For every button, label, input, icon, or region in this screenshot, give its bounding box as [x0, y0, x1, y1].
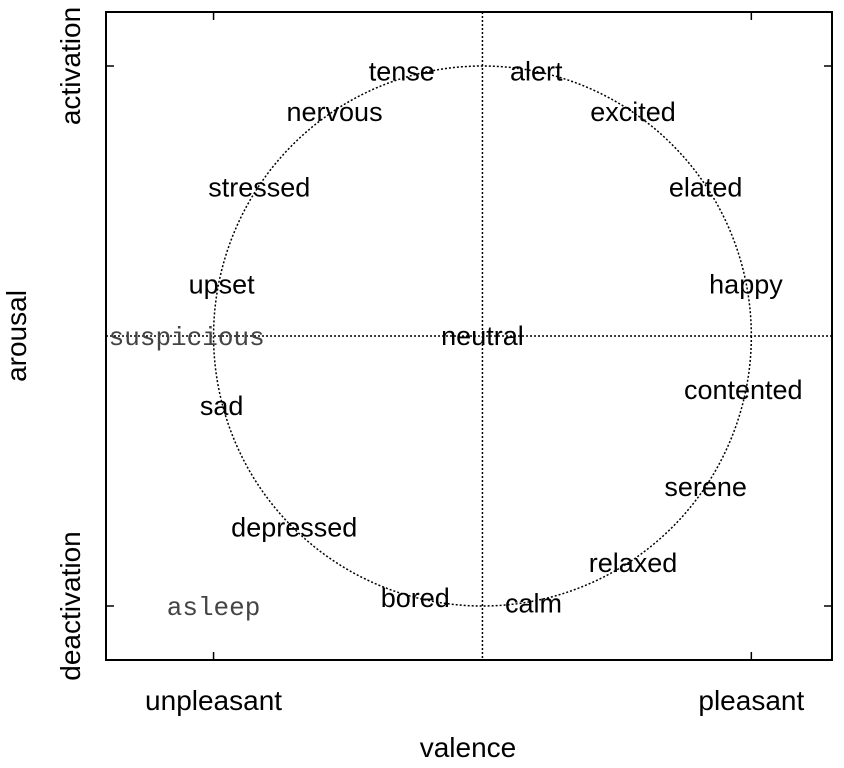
point-label: bored: [381, 583, 450, 613]
point-label: calm: [505, 588, 562, 618]
point-label: neutral: [441, 321, 524, 351]
point-label: tense: [369, 56, 435, 86]
point-label: nervous: [287, 97, 383, 127]
point-label: depressed: [231, 513, 357, 543]
x-axis-label: valence: [420, 732, 517, 763]
point-label: happy: [709, 270, 783, 300]
y-tick-label: activation: [55, 7, 86, 125]
point-label: suspicious: [109, 323, 265, 353]
point-label: serene: [664, 472, 747, 502]
point-label: alert: [510, 56, 563, 86]
y-tick-label: deactivation: [55, 531, 86, 680]
y-axis-label: arousal: [1, 290, 32, 382]
point-label: elated: [669, 173, 743, 203]
point-label: sad: [200, 391, 244, 421]
point-label: stressed: [208, 173, 310, 203]
point-label: asleep: [167, 593, 261, 623]
x-tick-label: unpleasant: [145, 685, 282, 716]
point-label: upset: [189, 270, 256, 300]
x-tick-label: pleasant: [698, 685, 804, 716]
plot-area: unpleasant pleasant activation deactivation…: [55, 7, 833, 716]
point-label: contented: [684, 375, 803, 405]
unit-circle: [212, 65, 753, 607]
point-label: excited: [590, 97, 676, 127]
point-label: relaxed: [589, 548, 678, 578]
